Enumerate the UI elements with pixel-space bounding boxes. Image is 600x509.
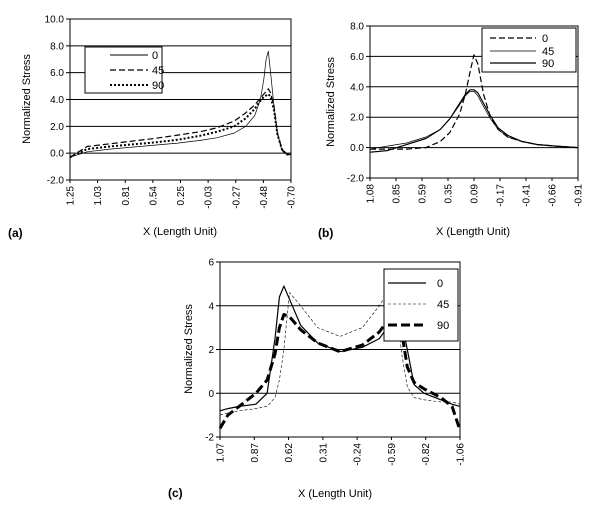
x-tick-label-b-2: 0.59 [418,184,429,204]
legend-label-b-0: 0 [542,33,548,45]
legend-a: 0 45 90 [84,46,164,94]
legend-label-a-0: 0 [152,50,158,62]
legend-label-a-1: 45 [152,65,164,77]
x-tick-label-a-4: 0.25 [176,186,187,206]
x-tick-label-c-4: -0.24 [353,443,364,466]
x-tick-labels-c: 1.07 0.87 0.62 0.31 -0.24 -0.59 -0.82 -1.06 [216,437,467,466]
y-tick-label-c-4: 6 [208,258,214,269]
x-axis-label-c: X (Length Unit) [298,488,372,500]
x-axis-label-b: X (Length Unit) [436,226,510,238]
panel-label-a: (a) [8,226,23,240]
x-tick-label-a-2: 0.81 [121,186,132,206]
legend-label-b-1: 45 [542,46,554,58]
x-tick-labels-a: 1.25 1.03 0.81 0.54 0.25 -0.03 -0.27 -0.48 -0.70 [66,180,298,209]
legend-box-c [383,268,459,342]
y-tick-label-a-4: 6.0 [50,68,64,79]
x-tick-label-a-1: 1.03 [93,186,104,206]
x-tick-label-a-7: -0.48 [259,186,270,209]
grid-a [66,18,291,181]
legend-label-b-2: 90 [542,58,554,70]
series-lines-a [69,50,291,159]
x-axis-label-a: X (Length Unit) [143,226,217,238]
x-tick-label-a-0: 1.25 [66,186,77,206]
panel-c: -2 0 2 4 6 1.07 0.87 0.62 0.31 -0.24 -0.59 -0.82 -1… [168,258,467,501]
y-tick-labels-c: -2 0 2 4 6 [205,258,214,444]
y-tick-label-a-1: 0.0 [50,149,64,160]
series-lines-c [218,285,462,431]
y-tick-label-b-3: 4.0 [350,82,364,93]
x-tick-label-c-7: -1.06 [456,443,467,466]
y-tick-labels-b: -2.0 0.0 2.0 4.0 6.0 8.0 [347,22,365,185]
x-tick-label-c-3: 0.31 [318,443,329,463]
panel-b: -2.0 0.0 2.0 4.0 6.0 8.0 1.08 0.85 0.59 0.35 0.09… [318,22,585,241]
y-tick-label-b-2: 2.0 [350,113,364,124]
x-tick-label-c-5: -0.59 [387,443,398,466]
x-tick-label-c-1: 0.87 [250,443,261,463]
legend-label-c-2: 90 [437,320,449,332]
x-tick-label-a-5: -0.03 [204,186,215,209]
series-line-a-1 [69,88,291,158]
series-line-b-1 [369,91,579,150]
panel-label-c: (c) [168,486,183,500]
x-tick-label-c-6: -0.82 [421,443,432,466]
y-tick-labels-a: -2.0 0.0 2.0 4.0 6.0 8.0 10.0 [45,15,65,187]
panel-label-b: (b) [318,226,333,240]
legend-c: 0 45 90 [383,268,459,342]
y-tick-label-a-2: 2.0 [50,122,64,133]
y-tick-label-a-0: -2.0 [47,176,65,187]
x-tick-label-c-2: 0.62 [284,443,295,463]
x-tick-label-b-3: 0.35 [444,184,455,204]
y-tick-label-c-1: 0 [208,389,214,400]
y-tick-label-b-4: 6.0 [350,52,364,63]
panel-a: -2.0 0.0 2.0 4.0 6.0 8.0 10.0 1.25 1.03 0.81 0.54… [8,15,298,241]
y-tick-label-c-3: 4 [208,301,214,312]
x-tick-label-b-6: -0.41 [522,184,533,207]
x-tick-label-b-1: 0.85 [392,184,403,204]
x-tick-label-a-3: 0.54 [148,186,159,206]
legend-label-a-2: 90 [152,80,164,92]
x-tick-label-b-4: 0.09 [470,184,481,204]
y-tick-label-a-3: 4.0 [50,95,64,106]
y-tick-label-a-5: 8.0 [50,41,64,52]
y-tick-label-c-0: -2 [205,433,214,444]
x-tick-label-b-7: -0.66 [548,184,559,207]
y-tick-label-a-6: 10.0 [45,15,65,26]
y-tick-label-b-0: -2.0 [347,174,365,185]
y-axis-label-a: Normalized Stress [21,54,33,144]
series-line-c-0 [219,285,461,412]
legend-b: 0 45 90 [481,27,577,73]
series-line-a-2 [69,93,291,159]
series-lines-b [369,54,579,153]
series-line-b-2 [369,89,579,153]
x-tick-labels-b: 1.08 0.85 0.59 0.35 0.09 -0.17 -0.41 -0.66 -0.91 [366,178,585,207]
x-tick-label-a-8: -0.70 [287,186,298,209]
y-axis-label-b: Normalized Stress [325,57,337,147]
legend-box-b [481,27,577,73]
legend-label-c-1: 45 [437,299,449,311]
y-tick-label-b-5: 8.0 [350,22,364,33]
y-tick-label-c-2: 2 [208,345,214,356]
x-tick-label-c-0: 1.07 [216,443,227,463]
x-tick-label-b-0: 1.08 [366,184,377,204]
legend-label-c-0: 0 [437,278,443,290]
x-tick-label-b-5: -0.17 [496,184,507,207]
x-tick-label-b-8: -0.91 [574,184,585,207]
x-tick-label-a-6: -0.27 [231,186,242,209]
y-axis-label-c: Normalized Stress [183,304,195,394]
y-tick-label-b-1: 0.0 [350,143,364,154]
